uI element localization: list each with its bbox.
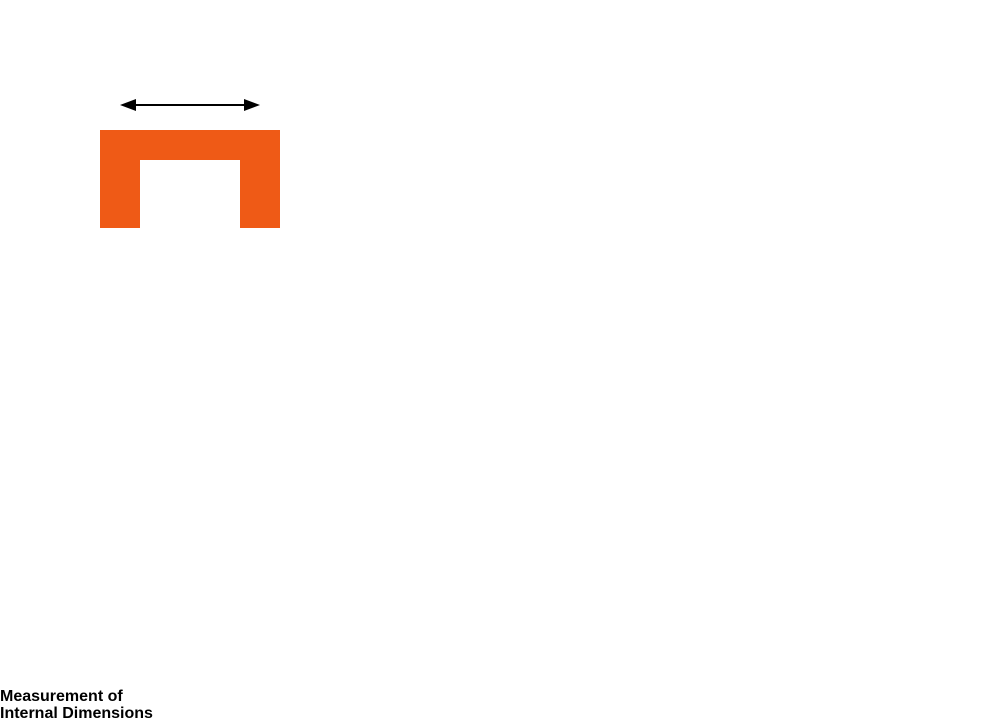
dimension-callout: 15.08: [0, 0, 260, 111]
workpiece: [100, 130, 280, 228]
caption-line-2: Internal Dimensions: [0, 706, 153, 723]
ip-rating-badge: IP54: [0, 0, 33, 4]
caption-line-1: Measurement of: [0, 689, 153, 706]
caliper-body: mm/in 15.08 mm OFF/ON ZERO IP54: [0, 0, 33, 4]
figure-caption: Measurement of Internal Dimensions: [0, 689, 153, 723]
caliper-diagram: 15.08 mm/in 15.08 mm OFF/ON: [0, 0, 998, 689]
